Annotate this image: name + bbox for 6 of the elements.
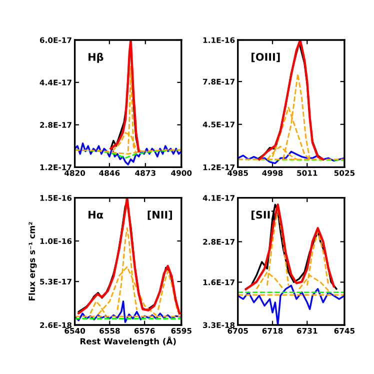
x-axis-title: Rest Wavelength (Å)	[80, 336, 176, 346]
y-axis-title: Flux ergs s⁻¹ cm²	[28, 222, 37, 300]
annotation: [NII]	[148, 210, 172, 220]
annotation: Hβ	[88, 52, 104, 63]
annotation: Hα	[88, 210, 104, 219]
annotation: [OIII]	[252, 52, 280, 62]
